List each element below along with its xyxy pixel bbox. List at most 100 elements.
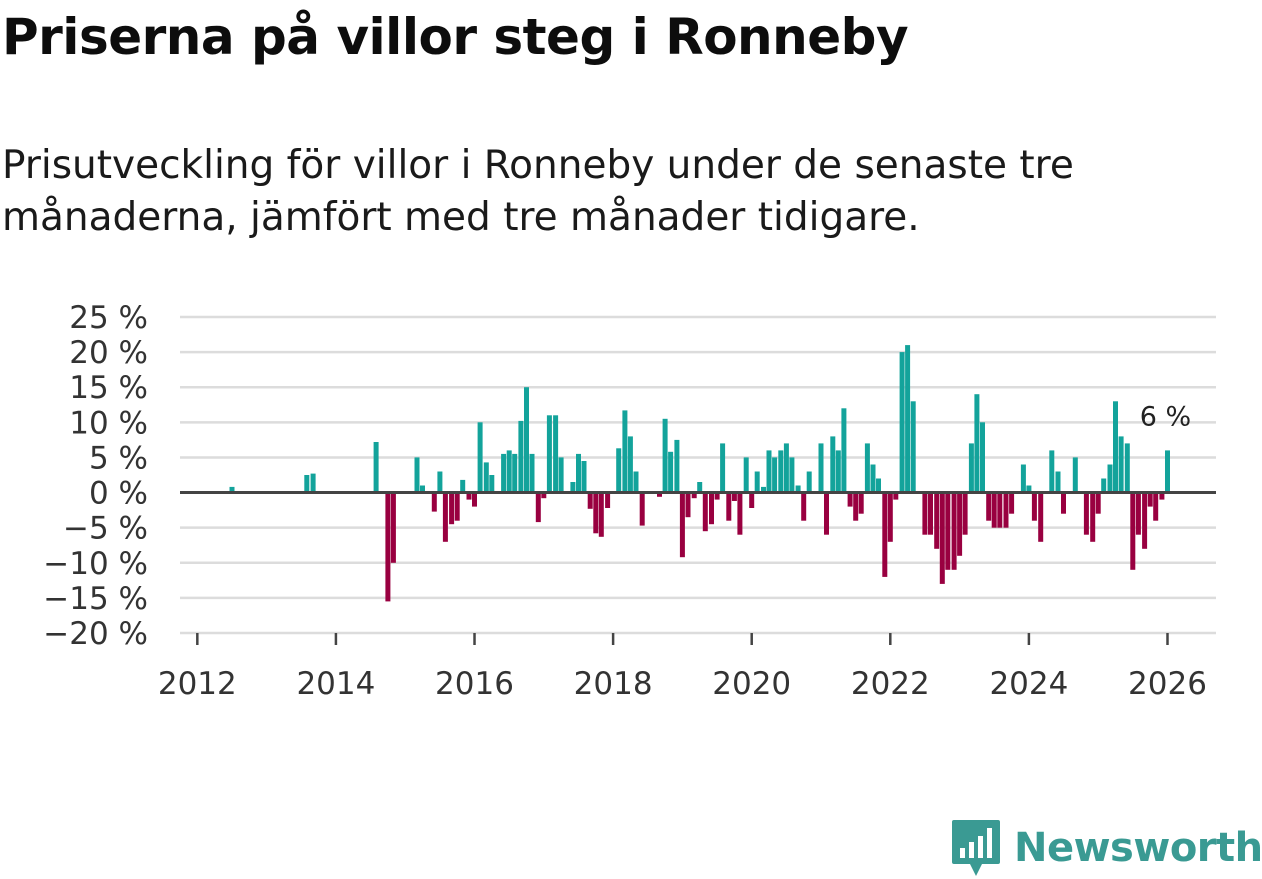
bar xyxy=(1072,457,1078,493)
bar xyxy=(824,492,829,535)
y-tick-label: −15 % xyxy=(43,581,148,617)
x-tick-label: 2022 xyxy=(851,666,930,702)
bar xyxy=(587,492,593,509)
bar xyxy=(905,345,911,493)
bar xyxy=(876,478,881,493)
bar xyxy=(524,387,529,493)
x-tick-label: 2018 xyxy=(574,666,653,702)
bar xyxy=(1038,492,1044,542)
bar xyxy=(1118,436,1124,493)
bar xyxy=(633,471,639,493)
y-tick-label: 15 % xyxy=(69,370,148,406)
bar xyxy=(951,492,957,570)
bar xyxy=(1083,492,1089,535)
bar xyxy=(841,408,847,493)
bar xyxy=(605,492,611,508)
x-tick-label: 2024 xyxy=(989,666,1068,702)
bar xyxy=(1009,492,1015,514)
bar xyxy=(229,486,235,493)
bar xyxy=(662,418,668,493)
bar xyxy=(668,451,674,493)
bar xyxy=(899,352,905,493)
newsworthy-logo: Newsworthy xyxy=(950,818,1262,878)
bar xyxy=(1124,443,1130,493)
bar xyxy=(847,492,853,507)
x-tick-label: 2026 xyxy=(1128,666,1207,702)
bar xyxy=(801,492,807,521)
bar xyxy=(657,492,662,497)
bar xyxy=(731,492,737,501)
chart-subtitle: Prisutveckling för villor i Ronneby unde… xyxy=(2,143,1074,240)
y-tick-label: 20 % xyxy=(69,335,148,371)
bar xyxy=(558,457,564,493)
bar xyxy=(304,475,310,493)
bar xyxy=(870,464,876,493)
bar xyxy=(853,492,859,521)
y-tick-label: −20 % xyxy=(43,616,148,652)
bar xyxy=(685,492,691,518)
x-tick-label: 2014 xyxy=(296,666,375,702)
bar xyxy=(1061,492,1066,514)
bar xyxy=(939,492,945,584)
bar xyxy=(414,457,420,493)
bar xyxy=(570,482,576,493)
bar xyxy=(1101,478,1107,493)
bar xyxy=(980,422,985,493)
bar xyxy=(1142,492,1148,549)
bar xyxy=(454,492,460,521)
bar xyxy=(743,457,749,493)
bars xyxy=(229,345,1170,602)
y-tick-label: −10 % xyxy=(43,546,148,582)
y-tick-label: 5 % xyxy=(89,440,148,476)
bar xyxy=(858,492,864,514)
bar xyxy=(818,443,824,493)
bar xyxy=(864,443,870,493)
bar xyxy=(442,492,448,542)
bar xyxy=(1153,492,1159,521)
bar xyxy=(477,422,483,493)
x-tick-label: 2016 xyxy=(435,666,514,702)
bar xyxy=(893,492,899,500)
bar xyxy=(1055,471,1061,493)
y-tick-label: 10 % xyxy=(69,405,148,441)
bar xyxy=(535,492,541,523)
x-axis-labels: 2012 2014 2016 2018 2020 2022 2024 2026 xyxy=(158,666,1207,702)
bar xyxy=(1020,464,1026,493)
bar xyxy=(1165,450,1170,493)
bar xyxy=(639,492,645,526)
bar xyxy=(1159,492,1165,500)
y-tick-label: 0 % xyxy=(89,476,148,512)
bar xyxy=(928,492,933,535)
bar xyxy=(968,443,974,493)
bar xyxy=(1135,492,1141,535)
bar xyxy=(576,453,581,493)
bar xyxy=(1095,492,1101,514)
bar xyxy=(957,492,963,556)
bar xyxy=(761,486,766,493)
bar xyxy=(674,439,680,493)
bar xyxy=(945,492,951,570)
bar xyxy=(726,492,732,521)
bar xyxy=(546,415,552,493)
bar xyxy=(806,471,812,493)
y-tick-label: 25 % xyxy=(69,300,148,336)
bar xyxy=(593,492,599,534)
bar xyxy=(679,492,685,558)
bar xyxy=(772,457,778,493)
bar xyxy=(766,450,772,493)
bar xyxy=(627,436,633,493)
bar xyxy=(709,492,714,525)
bar xyxy=(1003,492,1009,528)
bar xyxy=(835,450,841,493)
bar xyxy=(1031,492,1037,521)
bar-chart-logo-icon xyxy=(952,820,1000,876)
bar xyxy=(373,442,379,493)
bar xyxy=(466,492,472,500)
bar xyxy=(789,457,795,493)
bar xyxy=(1130,492,1136,570)
bar xyxy=(910,401,916,493)
gridlines xyxy=(180,315,1216,635)
bar xyxy=(460,479,466,493)
bar xyxy=(1113,401,1118,493)
